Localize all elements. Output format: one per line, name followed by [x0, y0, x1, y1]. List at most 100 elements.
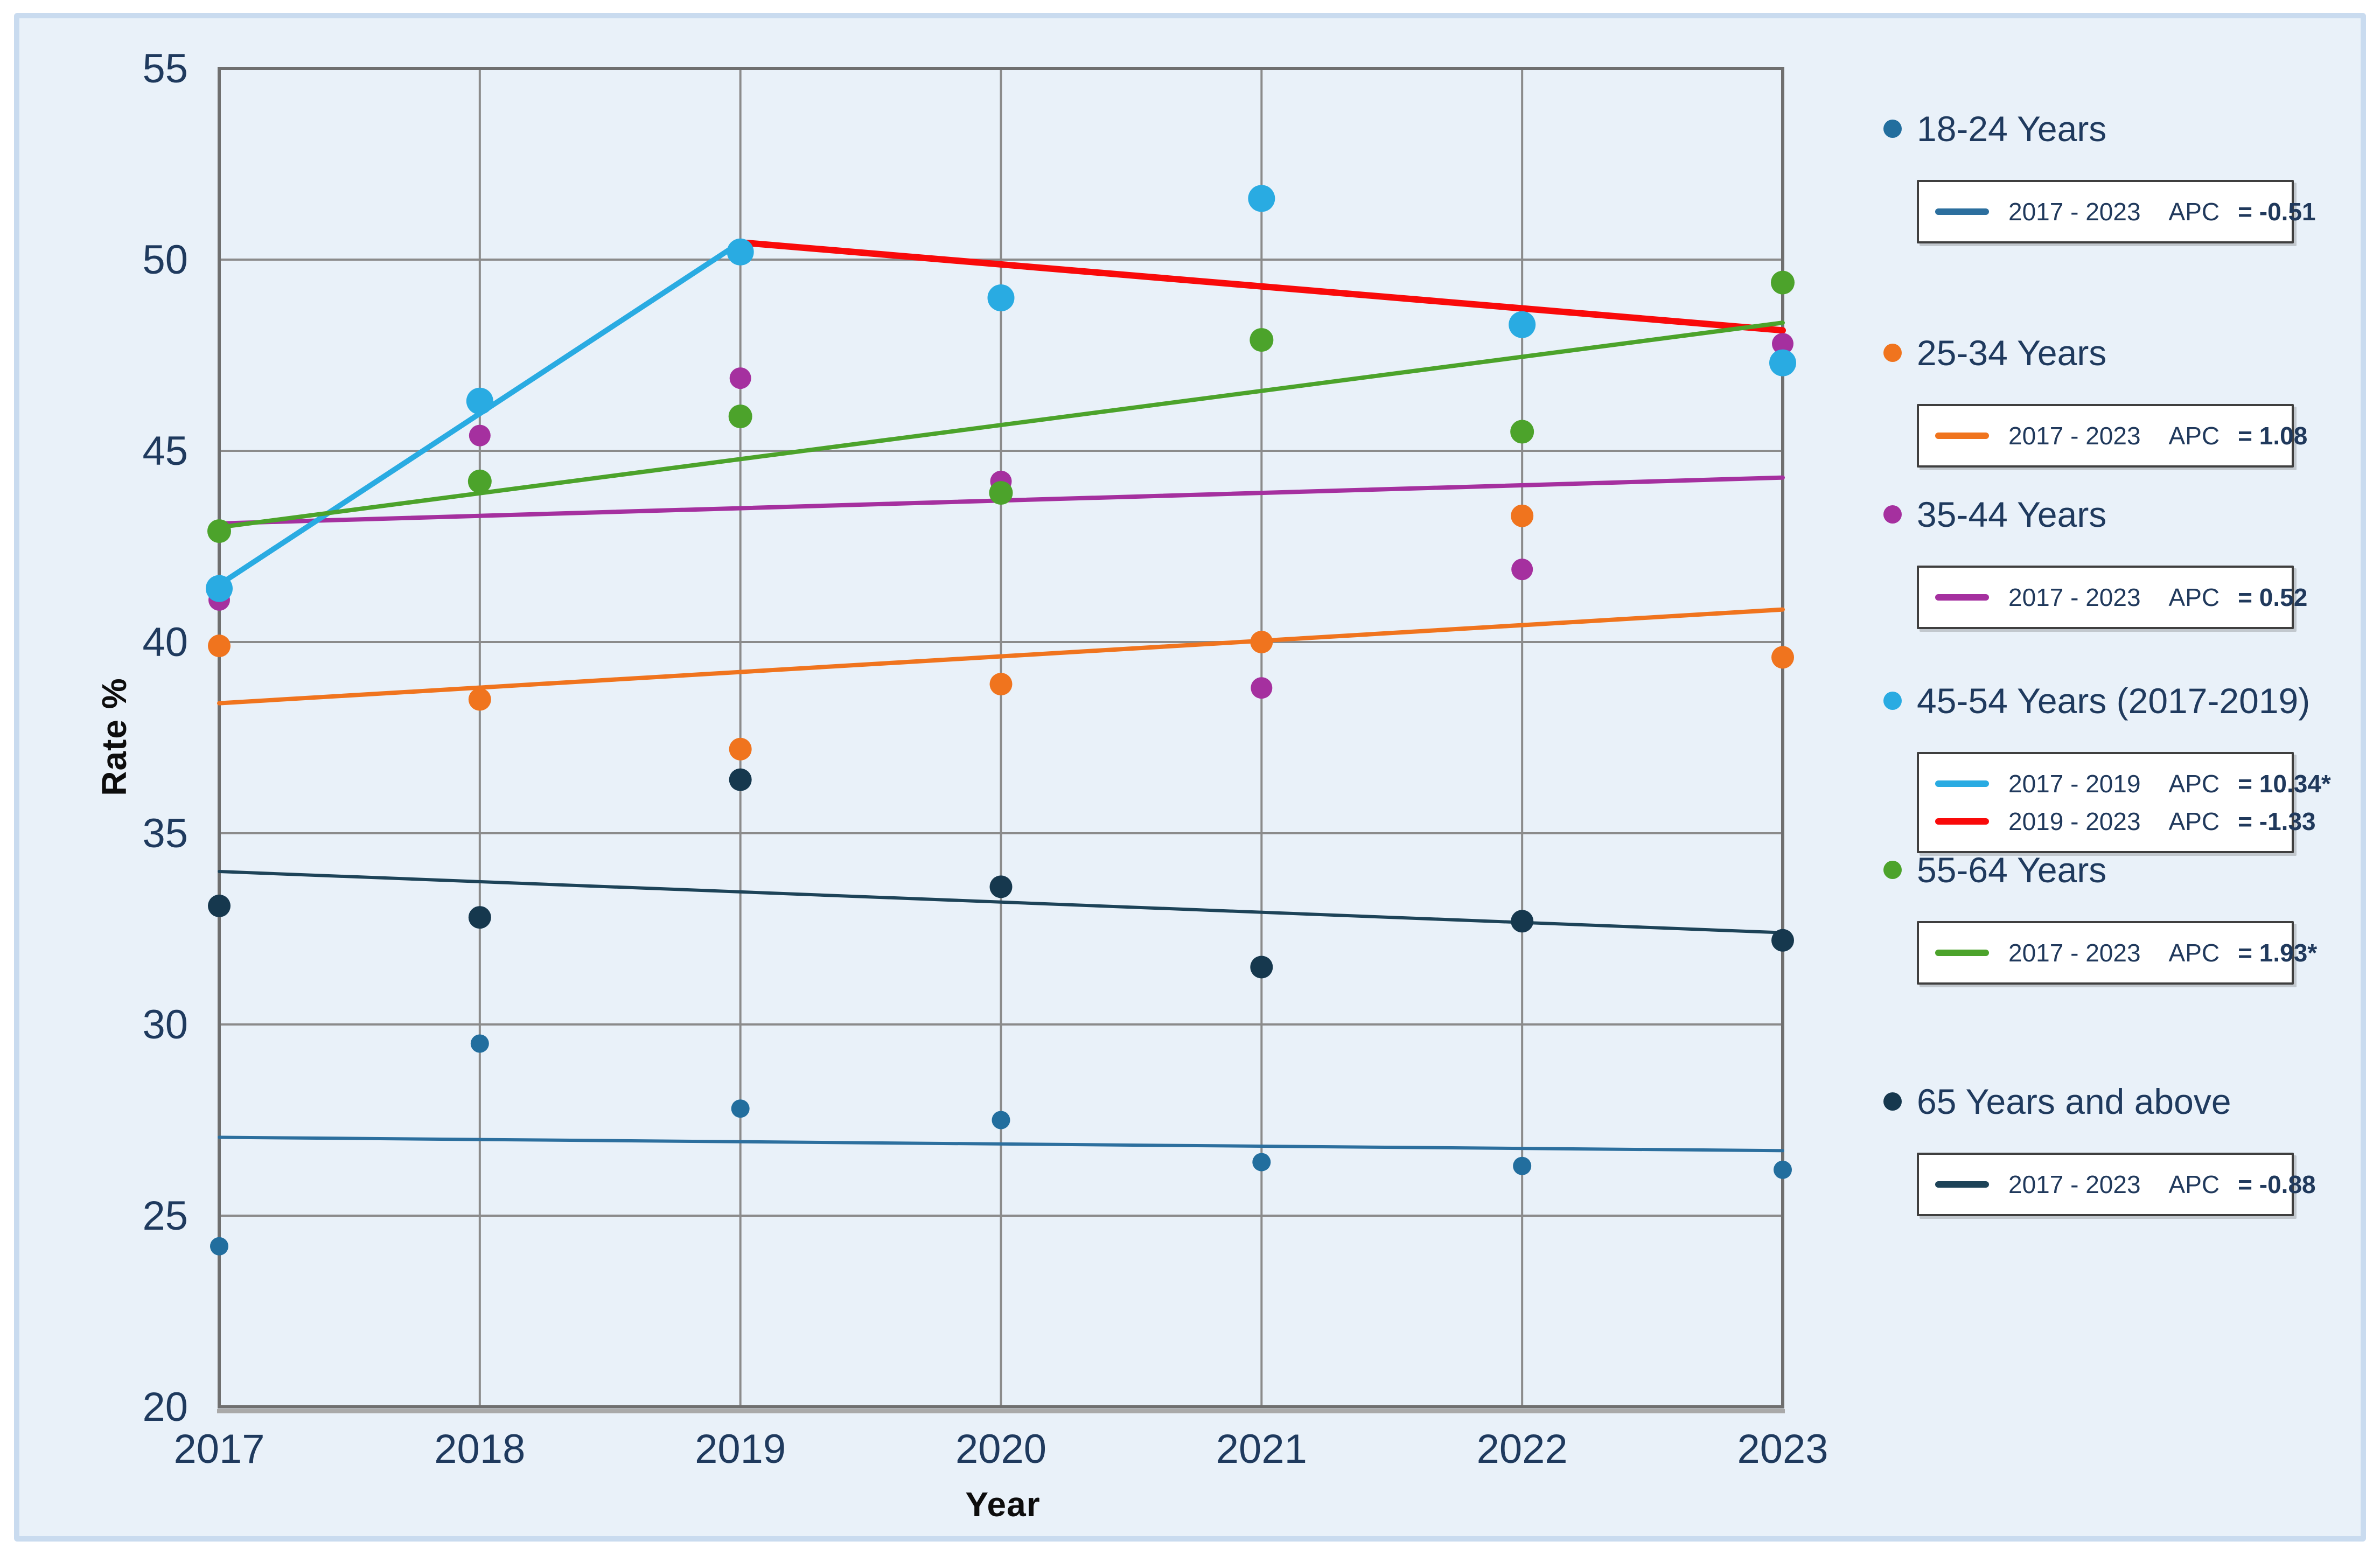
data-point	[729, 768, 752, 791]
apc-label: APC	[2168, 939, 2220, 967]
data-point	[210, 1237, 228, 1256]
data-point	[1511, 910, 1534, 933]
data-point	[1771, 646, 1794, 669]
data-point	[1250, 956, 1273, 979]
data-point	[1769, 349, 1796, 376]
legend-series-label: 65 Years and above	[1917, 1082, 2231, 1121]
apc-value: = 10.34*	[2238, 770, 2331, 798]
data-point	[467, 469, 492, 493]
trend-line-swatch-icon	[1935, 818, 1989, 825]
apc-label: APC	[2168, 770, 2220, 798]
y-tick-label: 45	[142, 428, 188, 474]
data-point	[1251, 677, 1273, 699]
apc-period: 2017 - 2019	[2008, 770, 2141, 798]
data-point	[1513, 1156, 1532, 1175]
y-tick-label: 20	[142, 1384, 188, 1430]
series-bullet-icon	[1883, 344, 1902, 362]
legend-entry-18-24: 18-24 Years 2017 - 2023 APC = -0.51	[1883, 106, 2347, 243]
x-tick-label: 2023	[1737, 1426, 1828, 1472]
x-tick-label: 2020	[955, 1426, 1046, 1472]
data-point	[727, 238, 754, 266]
data-point	[1250, 328, 1274, 352]
data-point	[206, 575, 233, 602]
data-point	[208, 894, 231, 917]
data-point	[1511, 559, 1533, 581]
apc-period: 2019 - 2023	[2008, 807, 2141, 835]
apc-label: APC	[2168, 422, 2220, 450]
trend-line-swatch-icon	[1935, 1181, 1989, 1188]
apc-box: 2017 - 2023 APC = -0.51	[1917, 180, 2316, 243]
data-point	[207, 519, 231, 543]
apc-value: = 1.93*	[2238, 939, 2318, 967]
apc-value: = -0.88	[2238, 1170, 2316, 1198]
y-tick-label: 55	[142, 46, 188, 92]
plot-border	[218, 67, 1784, 1408]
data-point	[989, 875, 1013, 898]
y-tick-label: 35	[142, 811, 188, 856]
data-point	[470, 1034, 489, 1053]
apc-box: 2017 - 2023 APC = -0.88	[1917, 1153, 2316, 1216]
data-point	[992, 1111, 1010, 1129]
series-bullet-icon	[1883, 1092, 1902, 1111]
legend-entry-65-above: 65 Years and above 2017 - 2023 APC = -0.…	[1883, 1078, 2347, 1216]
trend-line	[737, 239, 1786, 334]
x-axis-title: Year	[965, 1485, 1041, 1524]
apc-box: 2017 - 2023 APC = 1.93*	[1917, 921, 2317, 985]
apc-value: = -1.33	[2238, 807, 2316, 835]
y-tick-label: 50	[142, 237, 188, 283]
y-tick-label: 30	[142, 1002, 188, 1048]
apc-value: = 0.52	[2238, 583, 2308, 611]
apc-label: APC	[2168, 198, 2220, 226]
legend-series-label: 25-34 Years	[1917, 333, 2107, 373]
trend-line	[217, 607, 1785, 706]
x-tick-label: 2018	[434, 1426, 525, 1472]
apc-label: APC	[2168, 1170, 2220, 1198]
apc-period: 2017 - 2023	[2008, 422, 2141, 450]
data-point	[469, 424, 491, 447]
x-tick-label: 2019	[695, 1426, 786, 1472]
x-tick-label: 2022	[1477, 1426, 1568, 1472]
y-tick-label: 40	[142, 619, 188, 665]
apc-box: 2017 - 2019 APC = 10.34* 2019 - 2023 APC…	[1917, 752, 2331, 853]
trend-line	[218, 1135, 1784, 1153]
apc-period: 2017 - 2023	[2008, 198, 2141, 226]
series-bullet-icon	[1883, 505, 1902, 524]
data-point	[729, 737, 752, 761]
data-point	[729, 367, 751, 389]
data-point	[1250, 631, 1273, 653]
data-point	[987, 284, 1015, 311]
data-point	[466, 387, 493, 415]
apc-label: APC	[2168, 583, 2220, 611]
data-point	[1511, 504, 1534, 527]
apc-period: 2017 - 2023	[2008, 939, 2141, 967]
data-point	[208, 634, 231, 658]
legend-entry-35-44: 35-44 Years 2017 - 2023 APC = 0.52	[1883, 491, 2347, 629]
data-point	[468, 906, 491, 929]
apc-box: 2017 - 2023 APC = 0.52	[1917, 566, 2307, 629]
trend-line-swatch-icon	[1935, 433, 1989, 439]
series-bullet-icon	[1883, 120, 1902, 138]
legend-series-label: 35-44 Years	[1917, 494, 2107, 534]
apc-value: = 1.08	[2238, 422, 2308, 450]
data-point	[1510, 420, 1534, 444]
data-point	[1772, 333, 1793, 355]
legend-series-label: 18-24 Years	[1917, 109, 2107, 149]
series-bullet-icon	[1883, 861, 1902, 879]
apc-period: 2017 - 2023	[2008, 1170, 2141, 1198]
trend-line-swatch-icon	[1935, 780, 1989, 787]
legend: 18-24 Years 2017 - 2023 APC = -0.51 25-3…	[1883, 0, 2368, 1555]
apc-value: = -0.51	[2238, 198, 2316, 226]
legend-entry-25-34: 25-34 Years 2017 - 2023 APC = 1.08	[1883, 330, 2347, 468]
y-tick-label: 25	[142, 1193, 188, 1239]
apc-label: APC	[2168, 807, 2220, 835]
data-point	[1771, 929, 1794, 952]
data-point	[1252, 1153, 1271, 1172]
series-bullet-icon	[1883, 692, 1902, 710]
trend-line-swatch-icon	[1935, 594, 1989, 601]
data-point	[1509, 311, 1536, 338]
legend-entry-55-64: 55-64 Years 2017 - 2023 APC = 1.93*	[1883, 847, 2347, 985]
data-point	[1774, 1160, 1792, 1179]
legend-entry-45-54: 45-54 Years (2017-2019) 2017 - 2019 APC …	[1883, 678, 2347, 853]
y-axis-title: Rate %	[95, 678, 134, 796]
